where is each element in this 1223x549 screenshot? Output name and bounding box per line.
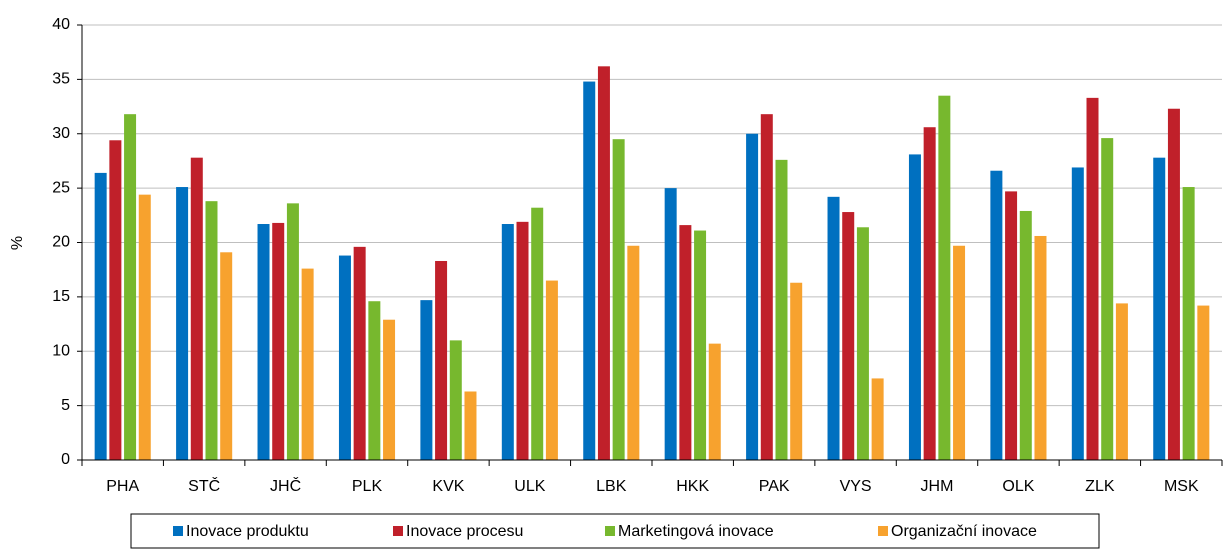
bar [138, 194, 151, 460]
bar [272, 222, 285, 460]
bar [1005, 191, 1018, 460]
bar [664, 188, 677, 460]
bar [257, 224, 270, 460]
legend-label: Marketingová inovace [618, 523, 774, 540]
y-tick-label: 40 [52, 16, 70, 33]
x-tick-label: PLK [352, 478, 383, 495]
bar [220, 252, 233, 460]
bar [597, 66, 610, 460]
bar [1071, 167, 1084, 460]
legend-marker [393, 526, 403, 536]
bar [775, 159, 788, 460]
bar [368, 301, 381, 460]
bar [449, 340, 462, 460]
bar [856, 227, 869, 460]
bar [1167, 108, 1180, 461]
x-tick-label: ULK [514, 478, 545, 495]
bar [583, 81, 596, 461]
bar [1182, 187, 1195, 460]
bar [1101, 138, 1114, 460]
bar [790, 282, 803, 460]
bar [124, 114, 137, 461]
y-tick-label: 5 [61, 397, 70, 414]
bar [435, 260, 448, 460]
x-tick-label: VYS [840, 478, 872, 495]
bar [420, 300, 433, 460]
bar [464, 391, 477, 460]
bar [338, 255, 351, 460]
y-tick-label: 0 [61, 451, 70, 468]
bar [1115, 303, 1128, 460]
bar [842, 212, 855, 460]
bar [746, 133, 759, 460]
bar [176, 187, 189, 460]
bar [827, 196, 840, 460]
legend-marker [173, 526, 183, 536]
bar [923, 127, 936, 460]
x-tick-label: HKK [676, 478, 709, 495]
bar [694, 230, 707, 460]
bar [531, 207, 544, 460]
bar [990, 170, 1003, 460]
bar [627, 245, 640, 460]
bar [286, 203, 299, 460]
bar [1086, 97, 1099, 461]
x-tick-label: KVK [432, 478, 464, 495]
legend-marker [878, 526, 888, 536]
x-tick-label: JHČ [270, 476, 301, 495]
bar [94, 172, 107, 460]
y-tick-label: 20 [52, 234, 70, 251]
x-tick-label: OLK [1002, 478, 1034, 495]
bar [1019, 210, 1032, 460]
bar [760, 114, 773, 461]
y-tick-label: 15 [52, 288, 70, 305]
y-tick-label: 35 [52, 71, 70, 88]
bar [708, 343, 721, 460]
bar [109, 140, 122, 460]
bar [353, 246, 366, 460]
y-tick-label: 30 [52, 125, 70, 142]
y-tick-label: 25 [52, 179, 70, 196]
bar [516, 221, 529, 460]
x-tick-label: LBK [596, 478, 627, 495]
y-tick-label: 10 [52, 342, 70, 359]
bar [679, 225, 692, 460]
bar [908, 154, 921, 460]
bar [612, 139, 625, 460]
bar [871, 378, 884, 460]
bar [190, 157, 203, 461]
x-tick-label: STČ [188, 476, 220, 495]
bar [545, 280, 558, 460]
bar [383, 319, 396, 460]
bar [938, 95, 951, 460]
x-tick-label: PAK [759, 478, 790, 495]
legend-marker [605, 526, 615, 536]
bar [1197, 305, 1210, 460]
x-tick-label: ZLK [1085, 478, 1115, 495]
bar [205, 201, 218, 461]
bar [501, 224, 514, 460]
legend-label: Inovace produktu [186, 523, 309, 540]
x-tick-label: JHM [921, 478, 954, 495]
x-tick-label: PHA [106, 478, 139, 495]
bar [953, 245, 966, 460]
bar [1153, 157, 1166, 461]
y-axis-label: % [9, 236, 26, 250]
legend-label: Inovace procesu [406, 523, 523, 540]
bar [301, 268, 314, 460]
bar [1034, 235, 1047, 460]
x-tick-label: MSK [1164, 478, 1199, 495]
legend-label: Organizační inovace [891, 523, 1037, 540]
